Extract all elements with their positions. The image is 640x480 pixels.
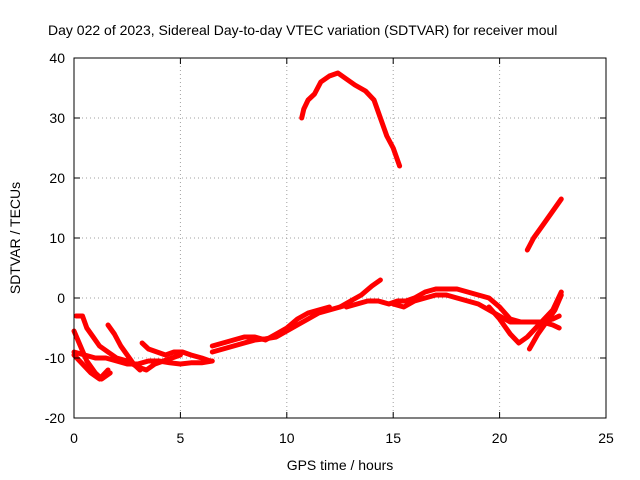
y-tick-label: 30 [49,110,65,126]
x-tick-label: 5 [177,430,185,446]
series-track-9 [337,277,383,310]
y-axis-label: SDTVAR / TECUs [7,182,23,294]
y-tick-label: -20 [45,410,65,426]
y-tick-label: 10 [49,230,65,246]
series-track-4 [71,349,215,367]
series-track-8 [209,304,332,349]
x-tick-label: 15 [385,430,401,446]
x-tick-label: 10 [279,430,295,446]
series-track-2 [71,352,111,382]
grid [74,58,606,418]
x-tick-label: 0 [70,430,78,446]
series-track-7 [209,301,354,355]
data-series [71,70,564,382]
y-axis-ticks: -20 -10 0 10 20 30 40 [45,50,606,426]
series-track-14 [299,70,403,169]
y-tick-label: 20 [49,170,65,186]
y-tick-label: 40 [49,50,65,66]
x-tick-label: 25 [598,430,614,446]
series-track-15 [524,196,564,253]
series-track-5 [105,322,143,373]
x-axis-ticks: 0 5 10 15 20 25 [70,58,614,446]
chart-title: Day 022 of 2023, Sidereal Day-to-day VTE… [48,22,557,38]
series-track-13 [526,292,564,352]
series-track-11 [390,292,562,325]
series-track-6 [139,340,213,364]
y-tick-label: 0 [57,290,65,306]
x-tick-label: 20 [492,430,508,446]
y-tick-label: -10 [45,350,65,366]
x-axis-label: GPS time / hours [287,457,394,473]
